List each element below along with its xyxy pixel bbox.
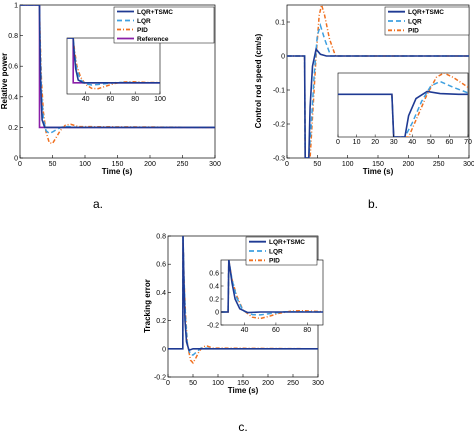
x-tick-label: 200 xyxy=(402,161,414,168)
x-tick-label: 250 xyxy=(177,161,189,168)
x-tick-label: 150 xyxy=(237,380,249,387)
inset-x-tick-label: 40 xyxy=(241,327,249,334)
inset-plot: 0 10 20 30 40 50 60 70 xyxy=(336,72,472,146)
y-tick-label: -0.2 xyxy=(154,375,166,382)
x-tick-label: 50 xyxy=(189,380,197,387)
x-tick-label: 100 xyxy=(212,380,224,387)
legend-label: LQR xyxy=(408,18,422,25)
chart-a: 0 50 100 150 200 250 300 0 0.2 0.4 0.6 0.8 1 Time (s)… xyxy=(0,3,221,212)
x-tick-label: 250 xyxy=(433,161,445,168)
y-axis-label: Tracking error xyxy=(143,279,152,333)
inset-area xyxy=(66,37,161,95)
y-tick-label: 0 xyxy=(14,156,18,163)
inset-y-tick-label: -0.2 xyxy=(207,323,219,330)
y-tick-label: 0.8 xyxy=(8,33,18,40)
y-tick-label: 1 xyxy=(14,3,18,10)
inset-area xyxy=(337,72,469,138)
inset-area xyxy=(220,259,324,326)
y-tick-label: -0.2 xyxy=(273,122,285,129)
series-line-lqr xyxy=(287,22,469,158)
x-tick-label: 100 xyxy=(79,161,91,168)
inset-x-tick-label: 30 xyxy=(390,139,398,146)
x-tick-label: 150 xyxy=(372,161,384,168)
legend-label: LQR xyxy=(137,18,151,25)
legend-label: PID xyxy=(408,28,419,35)
y-tick-label: 0.1 xyxy=(275,20,285,27)
inset-x-tick-label: 60 xyxy=(107,96,115,103)
legend-label: PID xyxy=(269,258,280,265)
inset-y-tick-label: 0.4 xyxy=(209,284,219,291)
x-tick-label: 0 xyxy=(166,380,170,387)
inset-y-tick-label: 0 xyxy=(215,310,219,317)
inset-x-tick-label: 0 xyxy=(336,139,340,146)
series-line-lqr-tsmc xyxy=(20,5,215,129)
y-tick-label: 0.4 xyxy=(156,290,166,297)
y-axis-label: Relative power xyxy=(0,53,9,109)
inset-x-tick-label: 80 xyxy=(303,327,311,334)
panel-caption: c. xyxy=(238,420,247,434)
inset-x-tick-label: 70 xyxy=(464,139,472,146)
y-tick-label: 0.6 xyxy=(156,262,166,269)
inset-series-line xyxy=(338,90,468,137)
y-tick-label: 0.6 xyxy=(8,64,18,71)
inset-x-tick-label: 20 xyxy=(371,139,379,146)
inset-x-tick-label: 40 xyxy=(82,96,90,103)
series-line-lqr-tsmc xyxy=(287,47,469,158)
inset-x-tick-label: 10 xyxy=(353,139,361,146)
y-tick-label: 0.8 xyxy=(156,234,166,241)
series-line-lqr-tsmc xyxy=(168,236,318,352)
x-tick-label: 300 xyxy=(209,161,221,168)
x-tick-label: 50 xyxy=(313,161,321,168)
panel-caption: b. xyxy=(368,197,378,211)
x-tick-label: 0 xyxy=(285,161,289,168)
y-tick-label: -0.1 xyxy=(273,88,285,95)
y-axis-label: Control rod speed (cm/s) xyxy=(254,33,263,128)
legend-label: LQR+TSMC xyxy=(137,9,173,16)
legend-box xyxy=(113,6,215,44)
inset-plot: 40 60 80 100 xyxy=(66,37,166,103)
x-tick-label: 300 xyxy=(312,380,324,387)
inset-x-tick-label: 60 xyxy=(446,139,454,146)
x-axis-label: Time (s) xyxy=(228,386,259,395)
y-tick-label: 0.2 xyxy=(8,125,18,132)
legend: LQR+TSMC LQR PID Reference xyxy=(113,6,215,44)
x-axis-label: Time (s) xyxy=(102,167,133,176)
inset-x-tick-label: 40 xyxy=(408,139,416,146)
x-tick-label: 200 xyxy=(262,380,274,387)
y-tick-label: 0.2 xyxy=(156,318,166,325)
y-tick-label: 0 xyxy=(162,346,166,353)
y-tick-label: 0.4 xyxy=(8,94,18,101)
legend-label: LQR xyxy=(269,248,283,255)
x-tick-label: 300 xyxy=(463,161,474,168)
inset-y-tick-label: 0.2 xyxy=(209,297,219,304)
x-tick-label: 50 xyxy=(49,161,57,168)
x-tick-label: 0 xyxy=(18,161,22,168)
inset-x-tick-label: 50 xyxy=(427,139,435,146)
inset-series-line xyxy=(221,260,323,314)
inset-series-line xyxy=(67,38,160,84)
inset-series-line xyxy=(67,38,160,84)
panel-caption: a. xyxy=(93,197,103,211)
x-tick-label: 100 xyxy=(342,161,354,168)
legend: LQR+TSMC LQR PID xyxy=(245,236,318,266)
legend-label: LQR+TSMC xyxy=(408,9,444,16)
inset-y-tick-label: 0.6 xyxy=(209,271,219,278)
inset-plot: 40 60 80 -0.2 0 0.2 0.4 0.6 xyxy=(207,259,324,334)
legend-label: LQR+TSMC xyxy=(269,239,305,246)
inset-x-tick-label: 60 xyxy=(272,327,280,334)
y-tick-label: -0.3 xyxy=(273,156,285,163)
x-tick-label: 150 xyxy=(112,161,124,168)
x-tick-label: 250 xyxy=(287,380,299,387)
legend-label: PID xyxy=(137,27,148,34)
x-tick-label: 200 xyxy=(144,161,156,168)
chart-c: 0 50 100 150 200 250 300-0.200.20.40.60.8Time … xyxy=(143,234,324,435)
legend: LQR+TSMC LQR PID xyxy=(384,6,470,36)
y-tick-label: 0 xyxy=(281,54,285,61)
inset-x-tick-label: 100 xyxy=(154,96,166,103)
inset-x-tick-label: 80 xyxy=(131,96,139,103)
x-axis-label: Time (s) xyxy=(363,167,394,176)
legend-label: Reference xyxy=(137,36,169,43)
